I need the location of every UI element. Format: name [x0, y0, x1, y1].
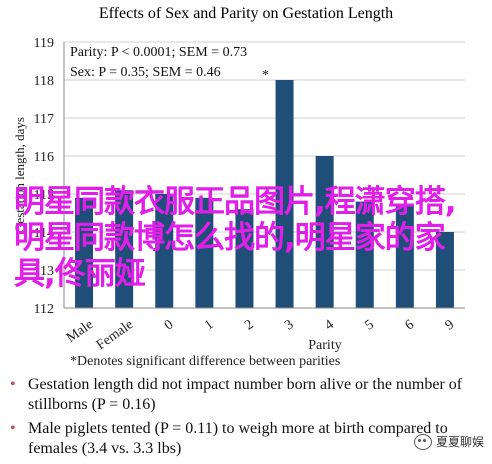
gestation-bar-chart: Effects of Sex and Parity on Gestation L…: [12, 5, 465, 353]
y-tick-label: 118: [34, 74, 54, 89]
bar-female: [115, 190, 134, 308]
x-tick-label: 4: [322, 317, 336, 333]
x-tick-label: Female: [94, 317, 136, 353]
bar-1: [195, 197, 214, 308]
y-axis-label: Gestation length, days: [12, 117, 27, 233]
bullet-item: Male piglets tented (P = 0.11) to weigh …: [10, 419, 490, 459]
bars: [75, 80, 454, 308]
bar-6: [395, 205, 414, 308]
stats-annotation: Sex: P = 0.35; SEM = 0.46: [70, 65, 221, 80]
wechat-icon: [413, 433, 432, 450]
bar-male: [75, 197, 94, 308]
y-tick-label: 116: [34, 150, 54, 165]
watermark-label: 夏夏聊娱: [435, 435, 484, 449]
significance-star: *: [262, 68, 269, 83]
x-tick-label: 1: [202, 317, 216, 333]
x-tick-label: 0: [162, 317, 176, 333]
x-tick-label: 6: [403, 317, 417, 333]
y-tick-labels: 112 113 114 115 116 117 118 119: [34, 36, 54, 317]
bar-2: [235, 209, 254, 308]
footnote: *Denotes significant difference between …: [70, 354, 341, 369]
y-tick-label: 113: [34, 264, 54, 279]
stats-annotations: Parity: P < 0.0001; SEM = 0.73 Sex: P = 0…: [70, 45, 269, 83]
y-tick-label: 114: [34, 226, 54, 241]
x-tick-label: 5: [362, 317, 376, 333]
chart-title: Effects of Sex and Parity on Gestation L…: [99, 5, 393, 22]
x-axis-label: Parity: [308, 338, 341, 353]
x-tick-label: 3: [282, 317, 296, 333]
bullet-item: Gestation length did not impact number b…: [10, 375, 490, 415]
y-tick-label: 115: [34, 188, 54, 203]
bar-4: [315, 156, 334, 308]
bullet-list: Gestation length did not impact number b…: [10, 375, 490, 463]
source-watermark: 夏夏聊娱: [413, 433, 484, 450]
y-tick-label: 117: [34, 112, 54, 127]
bar-9: [435, 232, 454, 308]
x-tick-label: 2: [242, 317, 256, 333]
x-tick-label: Male: [64, 317, 96, 346]
overlay-watermark-text: 明星同款衣服正品图片,程潇穿搭,明星同款博怎么找的,明星家的家具,佟丽娅: [14, 184, 457, 292]
y-tick-label: 112: [34, 302, 54, 317]
y-tick-label: 119: [34, 36, 54, 51]
bar-5: [355, 201, 374, 308]
bar-0: [155, 194, 174, 308]
bar-3: [275, 80, 294, 308]
x-tick-label: 9: [443, 317, 457, 333]
stats-annotation: Parity: P < 0.0001; SEM = 0.73: [70, 45, 247, 60]
